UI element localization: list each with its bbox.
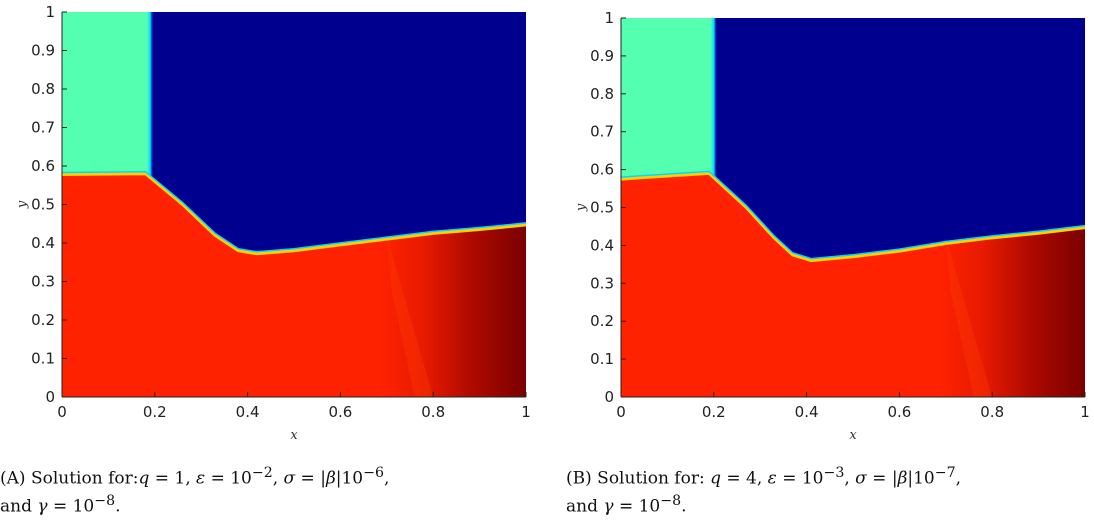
- y-tick-label: 1: [45, 3, 55, 21]
- y-tick-label: 0.7: [31, 119, 55, 137]
- y-tick-label: 1: [604, 9, 614, 27]
- x-axis-label: x: [290, 428, 298, 443]
- x-tick-label: 0.6: [328, 403, 352, 421]
- interface-line: [61, 170, 527, 253]
- caption-b: (B) Solution for: q = 4, ε = 10−3, σ = |…: [566, 465, 962, 517]
- x-tick-label: 0.8: [421, 403, 445, 421]
- plot-area-b: [620, 18, 1086, 397]
- interface-line: [620, 170, 1086, 260]
- x-tick-label: 0.6: [887, 403, 911, 421]
- y-tick-label: 0.1: [31, 350, 55, 368]
- y-tick-label: 0: [45, 388, 55, 406]
- interface-yellow: [620, 171, 1086, 263]
- y-tick-label: 0.3: [31, 273, 55, 291]
- y-tick-label: 0.4: [31, 234, 55, 252]
- lower-band: [386, 235, 434, 397]
- x-tick-label: 0.2: [143, 403, 167, 421]
- y-axis-label: y: [574, 203, 589, 212]
- y-tick-label: 0.9: [590, 47, 614, 65]
- heatmap-b: 0 0.2 0.4 0.6 0.8 1 0 0.1 0.2 0.3 0.4 0.5 0.6 0.7 0.8 0…: [574, 9, 1090, 443]
- y-tick-label: 0.6: [590, 161, 614, 179]
- heatmap-a: 0 0.2 0.4 0.6 0.8 1 0 0.1 0.2 0.3 0.4 0.5 0.6 0.7 0.8 0…: [15, 3, 531, 443]
- y-tick-label: 0.5: [590, 199, 614, 217]
- x-tick-label: 0.2: [702, 403, 726, 421]
- interface-yellow: [61, 172, 527, 256]
- y-tick-label: 0.7: [590, 123, 614, 141]
- region-upper-left: [62, 12, 151, 178]
- front-line: [710, 18, 717, 180]
- lower-band: [945, 237, 993, 397]
- figure-a: 0 0.2 0.4 0.6 0.8 1 0 0.1 0.2 0.3 0.4 0.5 0.6 0.7 0.8 0…: [0, 0, 547, 445]
- caption-a: (A) Solution for:q = 1, ε = 10−2, σ = |β…: [0, 465, 390, 517]
- y-tick-label: 0.6: [31, 157, 55, 175]
- y-tick-label: 0.9: [31, 42, 55, 60]
- region-lower: [621, 173, 1085, 397]
- x-tick-label: 0.8: [980, 403, 1004, 421]
- front-line: [147, 12, 154, 176]
- x-tick-label: 0.4: [795, 403, 819, 421]
- y-tick-label: 0.5: [31, 196, 55, 214]
- caption-b-label: (B): [566, 468, 592, 489]
- y-tick-label: 0: [604, 388, 614, 406]
- y-tick-label: 0.3: [590, 274, 614, 292]
- y-tick-label: 0.4: [590, 236, 614, 254]
- x-tick-label: 0: [57, 403, 67, 421]
- plot-area-a: [61, 12, 527, 397]
- y-tick-label: 0.2: [31, 311, 55, 329]
- caption-a-label: (A): [0, 468, 26, 489]
- y-tick-label: 0.8: [590, 85, 614, 103]
- x-tick-label: 1: [521, 403, 531, 421]
- x-tick-label: 0: [616, 403, 626, 421]
- region-lower: [62, 173, 526, 397]
- y-tick-label: 0.8: [31, 80, 55, 98]
- region-upper-left: [621, 18, 714, 182]
- x-tick-label: 0.4: [236, 403, 260, 421]
- y-tick-label: 0.1: [590, 350, 614, 368]
- x-axis-label: x: [849, 428, 857, 443]
- y-axis-label: y: [15, 200, 30, 209]
- y-tick-label: 0.2: [590, 312, 614, 330]
- x-tick-label: 1: [1080, 403, 1090, 421]
- figure-b: 0 0.2 0.4 0.6 0.8 1 0 0.1 0.2 0.3 0.4 0.5 0.6 0.7 0.8 0…: [547, 0, 1094, 445]
